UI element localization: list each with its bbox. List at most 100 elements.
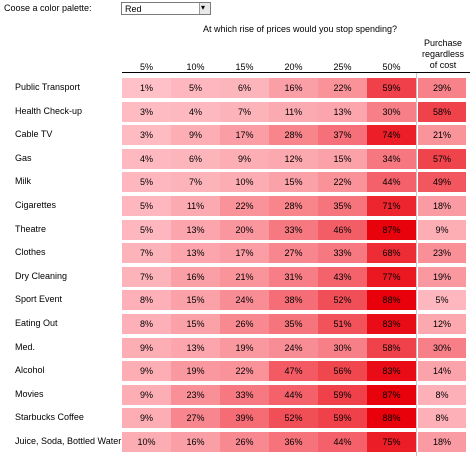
table-cell: 15% — [269, 172, 318, 192]
table-cell: 16% — [171, 267, 220, 287]
table-cell: 74% — [367, 125, 416, 145]
regardless-cell: 19% — [418, 267, 466, 287]
table-cell: 15% — [171, 314, 220, 334]
purchase-header-line: Purchase — [423, 38, 463, 48]
purchase-header-line: of cost — [429, 60, 457, 70]
table-cell: 9% — [122, 338, 171, 358]
table-cell: 9% — [122, 385, 171, 405]
table-cell: 13% — [171, 243, 220, 263]
table-cell: 36% — [269, 432, 318, 452]
table-cell: 88% — [367, 408, 416, 428]
column-header: 5% — [139, 62, 153, 72]
table-cell: 7% — [220, 102, 269, 122]
row-label: Cigarettes — [15, 200, 57, 210]
table-cell: 7% — [122, 267, 171, 287]
table-cell: 5% — [122, 196, 171, 216]
table-cell: 15% — [171, 290, 220, 310]
row-label: Milk — [15, 176, 31, 186]
table-cell: 6% — [171, 149, 220, 169]
table-cell: 88% — [367, 290, 416, 310]
table-cell: 19% — [220, 338, 269, 358]
table-cell: 34% — [367, 149, 416, 169]
table-cell: 52% — [318, 290, 367, 310]
table-cell: 28% — [269, 196, 318, 216]
table-cell: 1% — [122, 78, 171, 98]
table-cell: 17% — [220, 243, 269, 263]
column-divider — [416, 73, 417, 456]
table-cell: 16% — [269, 78, 318, 98]
table-cell: 37% — [318, 125, 367, 145]
dropdown-button[interactable]: ▾ — [199, 3, 210, 14]
table-cell: 33% — [220, 385, 269, 405]
table-cell: 5% — [122, 172, 171, 192]
table-cell: 10% — [122, 432, 171, 452]
regardless-cell: 5% — [418, 290, 466, 310]
table-cell: 30% — [367, 102, 416, 122]
table-cell: 8% — [122, 290, 171, 310]
table-cell: 5% — [122, 220, 171, 240]
table-cell: 83% — [367, 314, 416, 334]
table-cell: 9% — [171, 125, 220, 145]
table-cell: 10% — [220, 172, 269, 192]
table-cell: 87% — [367, 220, 416, 240]
table-cell: 44% — [318, 432, 367, 452]
column-header: 15% — [235, 62, 254, 72]
table-cell: 30% — [318, 338, 367, 358]
table-cell: 13% — [318, 102, 367, 122]
table-cell: 28% — [269, 125, 318, 145]
palette-select[interactable]: Red ▾ — [121, 2, 211, 15]
table-cell: 26% — [220, 314, 269, 334]
table-cell: 12% — [269, 149, 318, 169]
table-cell: 56% — [318, 361, 367, 381]
table-cell: 21% — [220, 267, 269, 287]
table-cell: 35% — [318, 196, 367, 216]
palette-select-value: Red — [125, 4, 142, 14]
row-label: Health Check-up — [15, 106, 83, 116]
row-label: Med. — [15, 342, 36, 352]
table-cell: 59% — [367, 78, 416, 98]
question-header: At which rise of prices would you stop s… — [202, 24, 398, 34]
table-cell: 47% — [269, 361, 318, 381]
row-label: Movies — [15, 389, 44, 399]
row-label: Gas — [15, 153, 32, 163]
table-cell: 16% — [171, 432, 220, 452]
table-cell: 51% — [318, 314, 367, 334]
table-cell: 44% — [367, 172, 416, 192]
table-cell: 43% — [318, 267, 367, 287]
table-cell: 15% — [318, 149, 367, 169]
row-label: Starbucks Coffee — [15, 412, 84, 422]
table-cell: 52% — [269, 408, 318, 428]
table-cell: 59% — [318, 408, 367, 428]
table-cell: 22% — [220, 196, 269, 216]
table-cell: 11% — [269, 102, 318, 122]
column-header: 20% — [284, 62, 303, 72]
row-label: Sport Event — [15, 294, 63, 304]
table-cell: 3% — [122, 125, 171, 145]
row-label: Eating Out — [15, 318, 58, 328]
table-cell: 22% — [318, 172, 367, 192]
table-cell: 9% — [220, 149, 269, 169]
regardless-cell: 14% — [418, 361, 466, 381]
palette-label: Coose a color palette: — [4, 3, 92, 13]
regardless-cell: 29% — [418, 78, 466, 98]
table-cell: 17% — [220, 125, 269, 145]
table-cell: 35% — [269, 314, 318, 334]
row-label: Public Transport — [15, 82, 81, 92]
regardless-cell: 21% — [418, 125, 466, 145]
table-cell: 27% — [269, 243, 318, 263]
table-cell: 9% — [122, 408, 171, 428]
table-cell: 77% — [367, 267, 416, 287]
table-cell: 22% — [318, 78, 367, 98]
table-cell: 27% — [171, 408, 220, 428]
table-cell: 23% — [171, 385, 220, 405]
regardless-cell: 18% — [418, 432, 466, 452]
purchase-regardless-header: Purchase regardless of cost — [416, 38, 470, 71]
row-label: Alcohol — [15, 365, 45, 375]
table-cell: 33% — [318, 243, 367, 263]
table-cell: 13% — [171, 338, 220, 358]
table-cell: 7% — [122, 243, 171, 263]
table-cell: 38% — [269, 290, 318, 310]
table-cell: 71% — [367, 196, 416, 216]
regardless-cell: 18% — [418, 196, 466, 216]
purchase-header-line: regardless — [421, 49, 465, 59]
